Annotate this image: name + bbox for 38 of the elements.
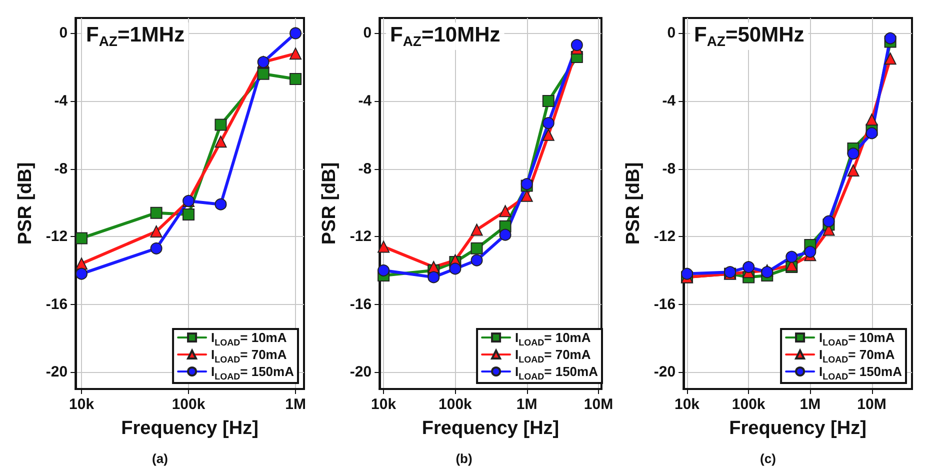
y-tick-label: 0 (59, 24, 68, 42)
y-tick-label: 0 (363, 24, 372, 42)
text: (b) (456, 451, 472, 466)
y-tick-label: -20 (350, 364, 372, 381)
x-axis-title: Frequency [Hz] (121, 418, 258, 439)
x-tick-label: 100k (732, 396, 766, 413)
y-tick-label: -16 (350, 296, 372, 313)
y-tick-label: -20 (46, 364, 68, 381)
x-tick-label: 100k (438, 396, 473, 413)
text: (a) (152, 451, 168, 466)
x-tick-label: 1M (800, 396, 821, 413)
text: (c) (760, 451, 776, 466)
y-tick-label: -4 (54, 92, 68, 110)
y-tick-label: -16 (46, 296, 68, 313)
y-tick-label: 0 (667, 24, 676, 42)
y-tick-label: -8 (662, 160, 676, 178)
x-tick-label: 10k (371, 396, 397, 413)
x-tick-label: 10k (674, 396, 700, 413)
x-axis-title: Frequency [Hz] (729, 418, 866, 439)
y-tick-label: -16 (654, 296, 676, 313)
x-tick-label: 10M (584, 396, 614, 413)
y-axis-title: PSR [dB] (319, 162, 340, 245)
x-tick-label: 1M (285, 396, 306, 413)
y-tick-label: -4 (662, 92, 676, 110)
y-tick-label: -4 (358, 92, 372, 110)
y-tick-label: -8 (54, 160, 68, 178)
x-tick-label: 100k (172, 396, 206, 413)
y-tick-label: -20 (654, 364, 676, 381)
y-tick-label: -12 (350, 228, 372, 246)
y-tick-label: -8 (358, 160, 372, 178)
y-tick-label: -12 (46, 228, 68, 246)
x-axis-title: Frequency [Hz] (422, 418, 560, 439)
y-axis-title: PSR [dB] (623, 162, 644, 245)
x-tick-label: 1M (516, 396, 538, 413)
y-axis-title: PSR [dB] (15, 162, 36, 245)
y-tick-label: -12 (654, 228, 676, 246)
x-tick-label: 10M (857, 396, 886, 413)
x-tick-label: 10k (69, 396, 95, 413)
